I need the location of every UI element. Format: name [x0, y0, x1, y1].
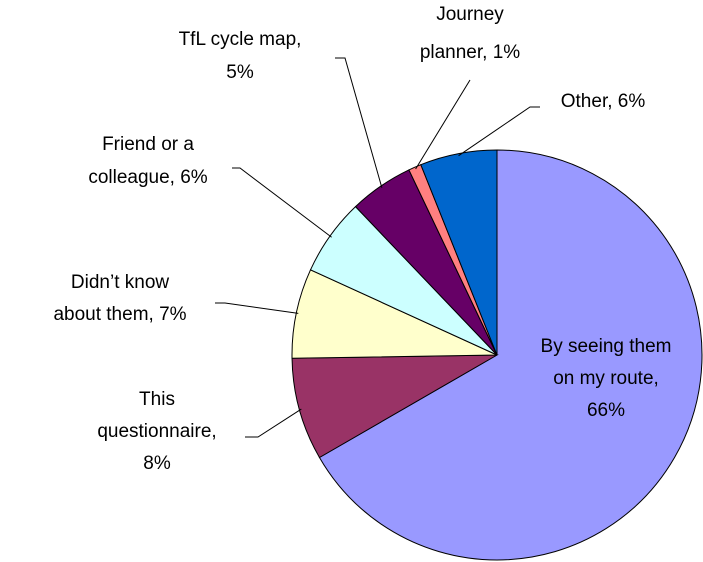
leader-line: [458, 106, 540, 157]
label-line: 5%: [226, 62, 254, 83]
label-line: Friend or a: [102, 134, 194, 155]
label-line: TfL cycle map,: [179, 29, 302, 50]
data-label: This questionnaire, 8%: [97, 389, 216, 474]
leader-line: [335, 57, 383, 188]
label-line: By seeing them: [541, 336, 672, 357]
leader-line: [232, 167, 332, 238]
pie-slice: [420, 149, 498, 356]
data-label: Friend or a colleague, 6%: [88, 134, 207, 188]
pie-slice: [318, 149, 703, 561]
label-line: Journey: [436, 4, 504, 25]
label-line: on my route,: [553, 368, 659, 389]
label-line: This: [139, 389, 175, 410]
label-line: Other, 6%: [561, 91, 646, 112]
label-line: Didn’t know: [71, 272, 169, 293]
data-label: Didn’t know about them, 7%: [53, 272, 186, 325]
leader-line: [215, 302, 299, 314]
data-label: Journey planner, 1%: [420, 4, 520, 63]
label-line: questionnaire,: [97, 421, 216, 442]
label-line: 66%: [587, 400, 625, 421]
pie-slice: [291, 354, 499, 459]
label-line: colleague, 6%: [88, 167, 207, 188]
leader-line: [415, 79, 471, 170]
data-label: TfL cycle map, 5%: [179, 29, 302, 83]
data-label: Other, 6%: [561, 91, 646, 112]
leader-line: [245, 408, 302, 438]
data-label: By seeing them on my route, 66%: [541, 336, 672, 421]
label-line: about them, 7%: [53, 304, 186, 325]
label-line: planner, 1%: [420, 42, 520, 63]
label-line: 8%: [143, 453, 171, 474]
